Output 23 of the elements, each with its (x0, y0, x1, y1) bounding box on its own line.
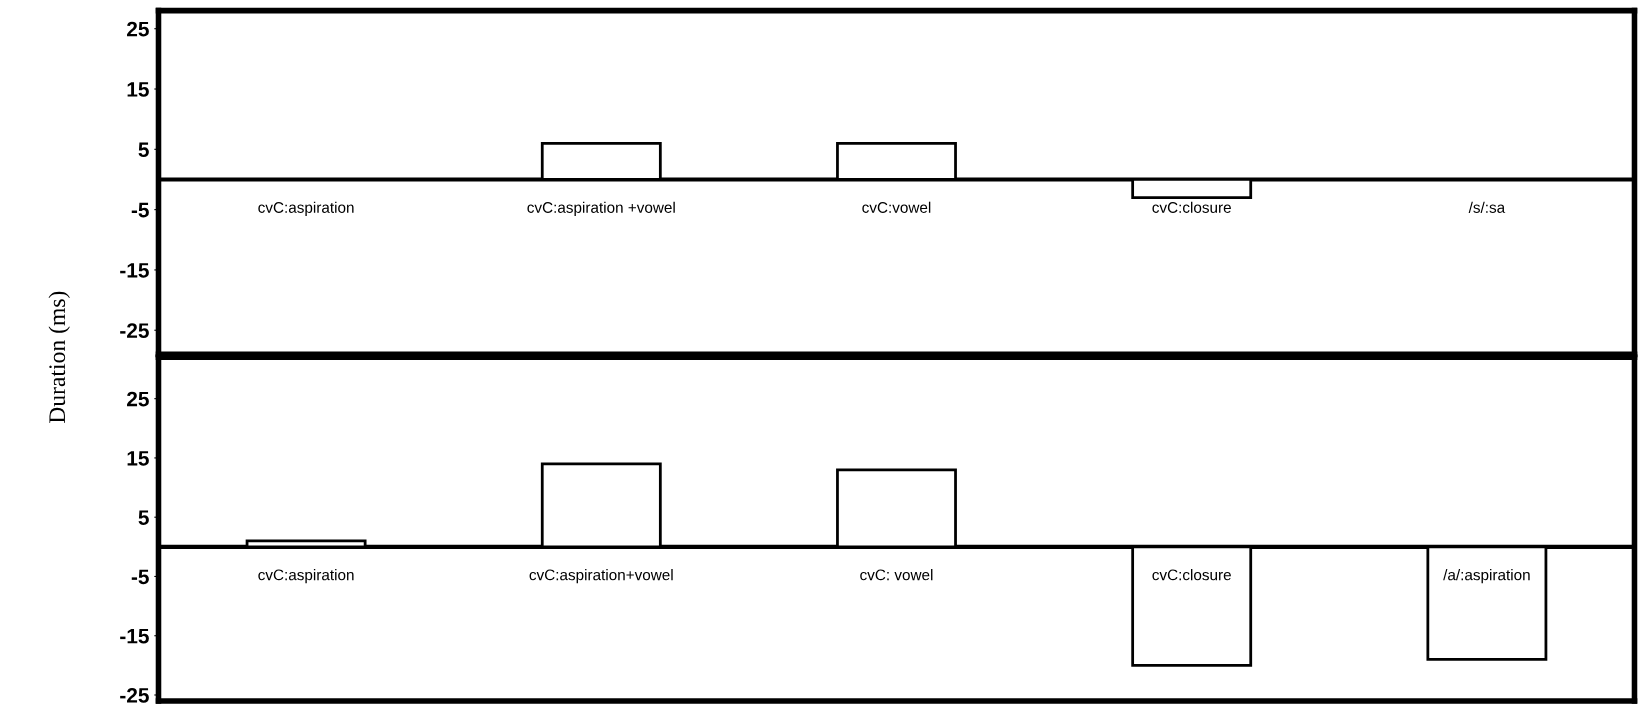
y-tick-label: -15 (120, 263, 149, 278)
x-tick-label: cvC:closure (1152, 201, 1231, 213)
y-tick-label: 5 (138, 510, 149, 525)
y-tick-label: 25 (127, 21, 149, 37)
x-tick-label: cvC:aspiration+vowel (529, 569, 673, 584)
y-tick-label: -15 (120, 628, 149, 644)
x-tick-label: cvC: vowel (860, 569, 933, 581)
x-tick-label: cvC:closure (1152, 569, 1231, 581)
y-tick-label: 15 (127, 82, 149, 97)
y-tick-label: -25 (120, 687, 149, 703)
x-tick-label: cvC:aspiration (258, 201, 354, 216)
x-tick-label: /a/:aspiration (1443, 569, 1530, 584)
y-tick-label: 5 (138, 142, 149, 158)
y-tick-label: -5 (131, 202, 149, 218)
y-tick-label: -25 (120, 323, 149, 338)
y-tick-label: 15 (127, 451, 149, 466)
x-tick-label: cvC:aspiration +vowel (527, 201, 675, 216)
y-tick-label: 25 (127, 391, 149, 407)
x-tick-label: cvC:vowel (862, 201, 931, 213)
x-tick-label: /s/:sa (1468, 201, 1506, 213)
y-axis-title: Duration (ms) (48, 291, 70, 424)
y-tick-label: -5 (131, 569, 149, 585)
x-tick-label: cvC:aspiration (258, 569, 354, 584)
